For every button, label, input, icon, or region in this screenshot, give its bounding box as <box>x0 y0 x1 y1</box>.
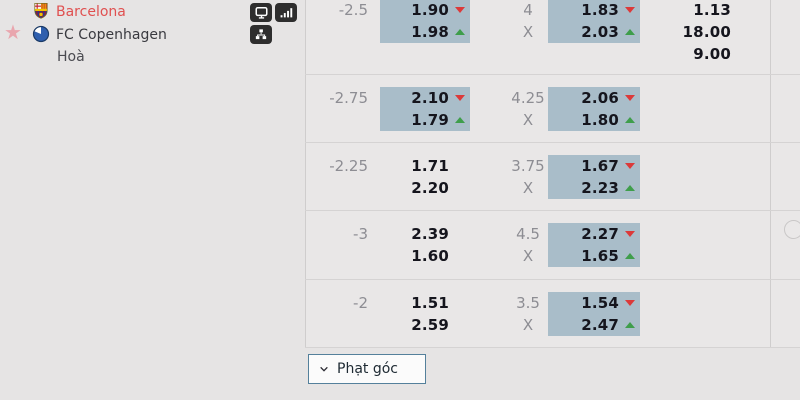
handicap-value: -3 <box>353 225 368 243</box>
odds-row: -2.25 1.71 2.20 3.75 X 1.67 2.23 <box>0 155 800 199</box>
row-divider <box>305 347 800 348</box>
handicap-odds-cell[interactable]: 1.90 1.98 <box>380 0 470 43</box>
corner-market-toggle-button[interactable]: Phạt góc <box>308 354 426 384</box>
total-odds-cell[interactable]: 2.27 1.65 <box>548 223 640 267</box>
trend-up-icon <box>625 253 635 259</box>
trend-up-icon <box>625 117 635 123</box>
away-team-name: FC Copenhagen <box>56 27 167 43</box>
draw-label: Hoà <box>57 49 85 65</box>
handicap-odds-cell[interactable]: 1.71 2.20 <box>411 157 449 197</box>
trend-down-icon <box>455 95 465 101</box>
odds-right-divider <box>770 0 771 347</box>
trend-down-icon <box>625 163 635 169</box>
trend-up-icon <box>455 29 465 35</box>
total-odds-cell[interactable]: 2.06 1.80 <box>548 87 640 131</box>
stats-button[interactable] <box>275 3 297 22</box>
handicap-odds-cell[interactable]: 1.51 2.59 <box>411 294 449 334</box>
signal-bars-icon <box>280 8 293 18</box>
odds-1x2-away[interactable]: 18.00 <box>682 23 731 41</box>
lineup-button[interactable] <box>250 25 272 44</box>
trend-down-icon <box>455 7 465 13</box>
live-tv-button[interactable] <box>250 3 272 22</box>
trend-up-icon <box>625 185 635 191</box>
odds-row: -3 2.39 1.60 4.5 X 2.27 1.65 <box>0 223 800 267</box>
trend-up-icon <box>625 322 635 328</box>
sitemap-icon <box>255 29 267 40</box>
row-divider <box>305 74 800 75</box>
partial-circle-decoration <box>784 220 800 239</box>
copenhagen-logo-icon <box>32 25 50 43</box>
barcelona-crest-icon <box>34 3 48 19</box>
trend-down-icon <box>625 7 635 13</box>
odds-row: -2.75 2.10 1.79 4.25 X 2.06 1.80 <box>0 87 800 131</box>
trend-up-icon <box>455 117 465 123</box>
odds-1x2-home[interactable]: 1.13 <box>693 1 731 19</box>
handicap-odds-cell[interactable]: 2.39 1.60 <box>411 225 449 265</box>
corner-button-label: Phạt góc <box>337 361 398 377</box>
total-odds-cell[interactable]: 1.67 2.23 <box>548 155 640 199</box>
trend-down-icon <box>625 300 635 306</box>
trend-up-icon <box>625 29 635 35</box>
handicap-odds-cell[interactable]: 2.10 1.79 <box>380 87 470 131</box>
panel-divider <box>305 0 306 347</box>
odds-row: -2.5 1.90 1.98 4 X 1.83 2.03 1.13 18.00 … <box>0 0 800 63</box>
total-line-label: 3.5 X <box>516 294 540 334</box>
odds-row: -2 1.51 2.59 3.5 X 1.54 2.47 <box>0 292 800 336</box>
trend-down-icon <box>625 95 635 101</box>
total-line-label: 4 X <box>522 1 534 41</box>
handicap-value: -2.5 <box>338 1 368 19</box>
handicap-value: -2 <box>353 294 368 312</box>
trend-down-icon <box>625 231 635 237</box>
total-line-label: 3.75 X <box>511 157 545 197</box>
handicap-value: -2.25 <box>329 157 368 175</box>
odds-1x2-draw[interactable]: 9.00 <box>693 45 731 63</box>
row-divider <box>305 279 800 280</box>
chevron-down-icon <box>320 366 328 372</box>
handicap-value: -2.75 <box>329 89 368 107</box>
home-team-name: Barcelona <box>56 4 126 20</box>
total-odds-cell[interactable]: 1.54 2.47 <box>548 292 640 336</box>
favorite-star-icon[interactable]: ★ <box>4 20 22 44</box>
total-odds-cell[interactable]: 1.83 2.03 <box>548 0 640 43</box>
monitor-icon <box>254 6 268 19</box>
total-line-label: 4.25 X <box>511 89 545 129</box>
total-line-label: 4.5 X <box>516 225 540 265</box>
row-divider <box>305 210 800 211</box>
row-divider <box>305 142 800 143</box>
odds-1x2-column: 1.13 18.00 9.00 <box>648 0 731 65</box>
